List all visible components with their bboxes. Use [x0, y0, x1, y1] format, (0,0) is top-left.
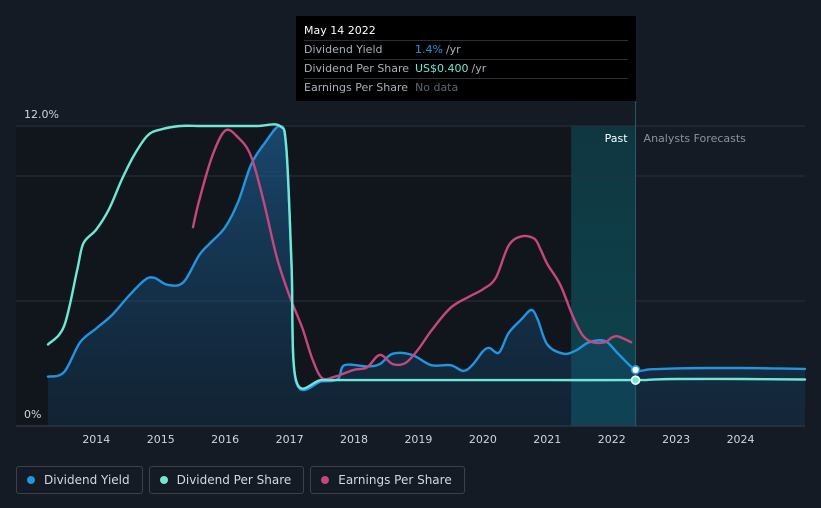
tooltip-date: May 14 2022: [304, 22, 628, 41]
x-tick-label: 2021: [533, 433, 561, 446]
marker-layer: [630, 364, 641, 385]
tooltip-label: Earnings Per Share: [304, 81, 409, 94]
legend-item-dividend-yield[interactable]: Dividend Yield: [16, 466, 143, 494]
x-tick-label: 2016: [211, 433, 239, 446]
x-tick-label: 2015: [147, 433, 175, 446]
tooltip-unit: /yr: [445, 43, 461, 56]
x-tick-label: 2022: [598, 433, 626, 446]
legend-dot-icon: [321, 476, 330, 484]
past-label: Past: [605, 132, 629, 145]
tooltip-value: US$0.400: [415, 62, 469, 75]
marker-dividend-yield: [630, 364, 641, 375]
legend: Dividend Yield Dividend Per Share Earnin…: [16, 466, 465, 494]
tooltip-unit: /yr: [471, 62, 487, 75]
series-line-dividend-per-share: [46, 123, 807, 390]
x-tick-label: 2019: [404, 433, 432, 446]
legend-label: Dividend Yield: [44, 473, 130, 487]
series-layer: [46, 123, 807, 426]
tooltip-row-earnings-per-share: Earnings Per Share No data: [304, 79, 628, 97]
marker-dividend-per-share: [630, 375, 641, 385]
legend-item-earnings-per-share[interactable]: Earnings Per Share: [310, 466, 465, 494]
series-line-earnings-per-share: [191, 128, 633, 381]
legend-item-dividend-per-share[interactable]: Dividend Per Share: [148, 466, 305, 494]
tooltip-row-dividend-yield: Dividend Yield 1.4% /yr: [304, 41, 628, 60]
y-axis-labels: 12.0% 0%: [24, 108, 59, 421]
legend-dot-icon: [159, 476, 168, 484]
x-tick-label: 2014: [82, 433, 110, 446]
x-tick-label: 2024: [727, 433, 755, 446]
tooltip: May 14 2022 Dividend Yield 1.4% /yr Divi…: [296, 16, 636, 101]
legend-dot-icon: [27, 476, 35, 484]
x-tick-label: 2017: [276, 433, 304, 446]
x-tick-label: 2023: [662, 433, 690, 446]
tooltip-row-dividend-per-share: Dividend Per Share US$0.400 /yr: [304, 60, 628, 79]
legend-label: Dividend Per Share: [176, 473, 292, 487]
y-tick-label: 0%: [24, 408, 41, 421]
x-axis-labels: 2014 2015 2016 2017 2018 2019 2020 2021 2022 2023…: [82, 433, 754, 446]
x-tick-label: 2020: [469, 433, 497, 446]
forecast-label: Analysts Forecasts: [644, 132, 747, 145]
dividend-chart: 12.0% 0% 2014 2015 2016 2017 2018 2019 2020 2021…: [16, 100, 807, 446]
tooltip-label: Dividend Yield: [304, 43, 383, 56]
x-tick-label: 2018: [340, 433, 368, 446]
series-line-dividend-yield: [46, 124, 807, 392]
legend-label: Earnings Per Share: [338, 473, 452, 487]
tooltip-value: 1.4%: [415, 43, 443, 56]
series-area-dividend-yield: [48, 125, 805, 426]
tooltip-label: Dividend Per Share: [304, 62, 410, 75]
y-tick-label: 12.0%: [24, 108, 59, 121]
tooltip-value: No data: [415, 81, 459, 94]
